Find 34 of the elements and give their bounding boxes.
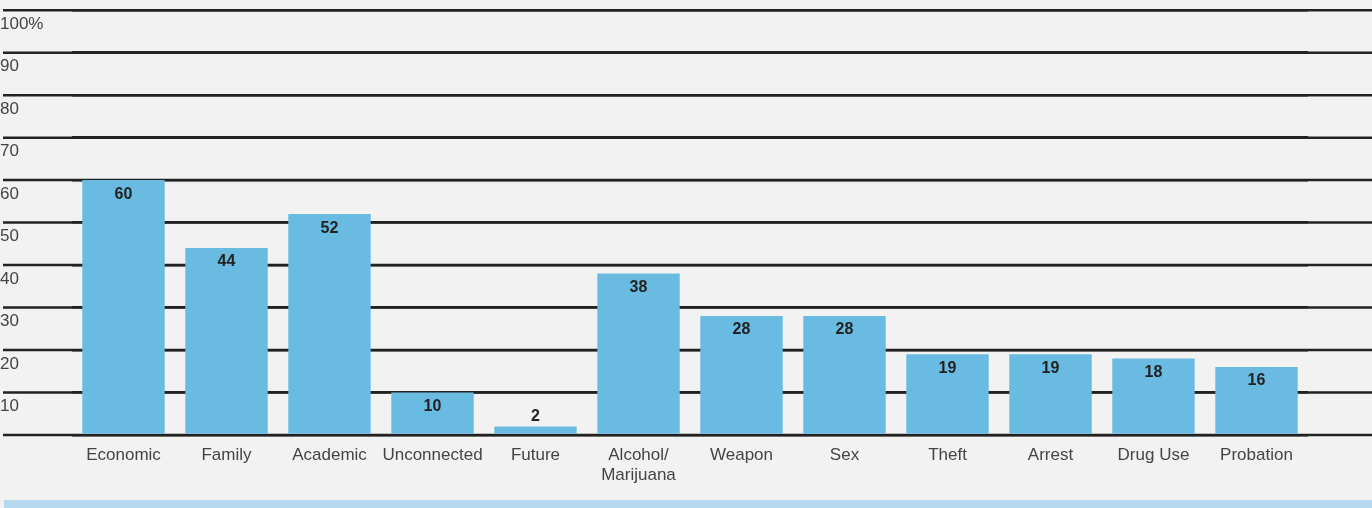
y-tick-label: 50	[0, 226, 19, 246]
x-tick-label: Alcohol/ Marijuana	[601, 444, 677, 485]
x-tick-label: Drug Use	[1117, 444, 1190, 464]
data-label: 52	[320, 218, 339, 236]
x-tick-label: Weapon	[709, 444, 774, 464]
data-label: 38	[629, 277, 648, 295]
y-tick-label: 90	[0, 56, 19, 76]
data-label: 28	[835, 320, 854, 338]
x-tick-label: Economic	[86, 444, 162, 464]
x-tick-label: Probation	[1220, 444, 1293, 464]
data-label: 2	[531, 406, 541, 424]
y-tick-label: 30	[0, 311, 19, 331]
y-tick-label: 60	[0, 183, 19, 203]
x-tick-label: Future	[510, 444, 561, 464]
y-tick-label: 80	[0, 98, 19, 118]
x-tick-label: Theft	[928, 444, 968, 464]
data-label: 19	[1041, 358, 1060, 376]
x-tick-label: Sex	[829, 444, 860, 464]
y-tick-label: 10	[0, 396, 19, 416]
data-label: 44	[217, 252, 236, 270]
y-tick-label: 70	[0, 141, 19, 161]
x-tick-label: Academic	[292, 444, 368, 464]
data-label: 10	[423, 396, 442, 414]
y-tick-label: 100%	[0, 13, 44, 33]
x-tick-label: Family	[201, 444, 253, 464]
x-tick-label: Unconnected	[382, 444, 483, 464]
x-tick-label: Arrest	[1027, 444, 1074, 464]
y-tick-label: 40	[0, 268, 19, 288]
data-label: 28	[732, 320, 751, 338]
data-label: 19	[938, 358, 957, 376]
data-label: 16	[1247, 371, 1266, 389]
y-tick-label: 20	[0, 353, 19, 373]
data-label: 18	[1144, 362, 1163, 380]
data-label: 60	[114, 184, 133, 202]
